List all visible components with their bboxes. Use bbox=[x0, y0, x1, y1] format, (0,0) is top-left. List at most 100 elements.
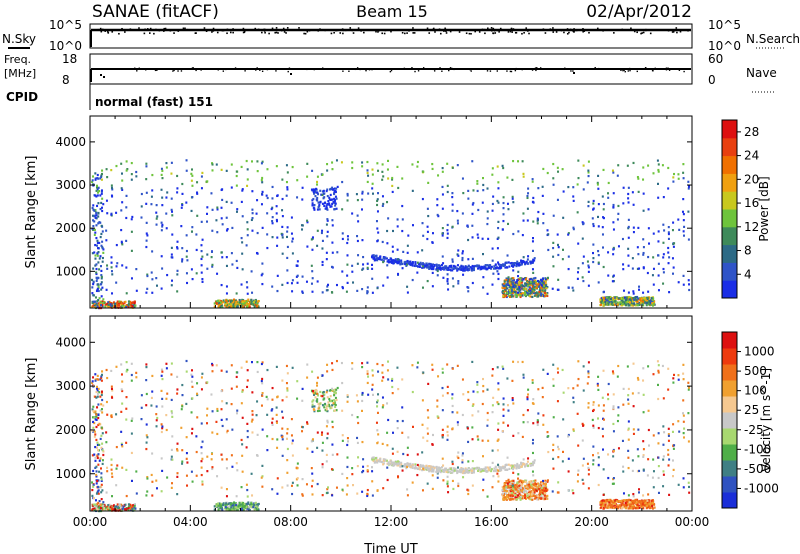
range-gate bbox=[118, 509, 121, 512]
range-gate bbox=[392, 259, 395, 262]
freq-point bbox=[629, 69, 631, 72]
range-gate bbox=[326, 230, 329, 233]
range-gate bbox=[408, 261, 411, 264]
range-gate bbox=[387, 177, 390, 180]
range-gate bbox=[120, 241, 123, 245]
power-data bbox=[91, 159, 691, 310]
range-gate bbox=[247, 306, 250, 309]
colorbar-swatch bbox=[722, 155, 737, 174]
range-gate bbox=[625, 504, 628, 507]
range-gate bbox=[527, 492, 530, 496]
range-gate bbox=[518, 492, 521, 495]
range-gate bbox=[446, 190, 449, 194]
range-gate bbox=[195, 233, 198, 236]
range-gate bbox=[96, 395, 99, 398]
range-gate bbox=[441, 185, 444, 189]
range-gate bbox=[331, 291, 334, 294]
nsky-point bbox=[439, 32, 442, 35]
range-gate bbox=[261, 181, 264, 184]
range-gate bbox=[196, 191, 199, 194]
range-gate bbox=[100, 283, 103, 286]
range-gate bbox=[526, 482, 529, 485]
range-gate bbox=[96, 508, 99, 511]
range-gate bbox=[602, 216, 605, 220]
range-gate bbox=[517, 230, 520, 233]
range-gate bbox=[341, 270, 344, 273]
range-gate bbox=[236, 306, 239, 309]
range-gate bbox=[93, 416, 96, 419]
range-gate bbox=[526, 289, 529, 293]
range-gate bbox=[446, 470, 449, 473]
nsky-point bbox=[685, 29, 688, 32]
range-gate bbox=[316, 400, 319, 403]
range-gate bbox=[92, 294, 95, 297]
range-gate bbox=[534, 488, 537, 491]
range-gate bbox=[245, 281, 248, 284]
range-gate bbox=[250, 270, 253, 273]
range-gate bbox=[527, 290, 530, 293]
range-gate bbox=[543, 487, 546, 490]
range-gate bbox=[391, 178, 394, 181]
range-gate bbox=[281, 416, 284, 419]
range-gate bbox=[606, 504, 609, 507]
range-gate bbox=[451, 471, 454, 474]
nsky-point bbox=[566, 28, 569, 30]
nsky-point bbox=[286, 27, 289, 29]
range-gate bbox=[505, 463, 508, 466]
range-gate bbox=[266, 212, 269, 215]
range-gate bbox=[218, 502, 221, 505]
range-gate bbox=[275, 420, 278, 423]
range-gate bbox=[547, 248, 550, 252]
range-gate bbox=[129, 503, 132, 506]
freq-point bbox=[542, 68, 544, 70]
range-gate bbox=[130, 432, 133, 435]
range-gate bbox=[333, 399, 336, 402]
range-gate bbox=[627, 507, 630, 510]
range-gate bbox=[649, 301, 652, 304]
range-gate bbox=[320, 394, 323, 398]
range-gate bbox=[491, 173, 494, 176]
range-gate bbox=[520, 262, 523, 265]
range-gate bbox=[623, 296, 626, 299]
range-gate bbox=[321, 291, 324, 294]
colorbar-swatch bbox=[722, 120, 737, 139]
freq-point bbox=[255, 69, 257, 71]
range-gate bbox=[211, 163, 214, 166]
range-gate bbox=[94, 216, 97, 219]
range-gate bbox=[687, 210, 690, 213]
range-gate bbox=[235, 210, 238, 213]
range-gate bbox=[519, 276, 522, 280]
range-gate bbox=[223, 507, 226, 510]
range-gate bbox=[610, 303, 613, 306]
range-gate bbox=[341, 285, 344, 289]
range-gate bbox=[246, 286, 249, 289]
range-gate bbox=[250, 299, 253, 302]
range-gate bbox=[391, 184, 394, 188]
range-gate bbox=[371, 168, 374, 171]
range-gate bbox=[525, 485, 528, 488]
range-gate bbox=[371, 277, 374, 280]
range-gate bbox=[652, 503, 655, 506]
range-gate bbox=[256, 160, 259, 163]
range-gate bbox=[631, 191, 634, 194]
range-gate bbox=[433, 467, 436, 470]
range-gate bbox=[508, 498, 511, 501]
range-gate bbox=[682, 378, 685, 381]
range-gate bbox=[544, 497, 547, 500]
range-gate bbox=[381, 195, 384, 198]
range-gate bbox=[235, 301, 238, 304]
nsky-point bbox=[275, 27, 278, 29]
freq-point bbox=[97, 68, 100, 70]
range-gate bbox=[241, 215, 244, 218]
freq-point bbox=[313, 68, 315, 71]
nsky-point bbox=[304, 29, 307, 31]
range-gate bbox=[510, 290, 513, 293]
nsky-point bbox=[630, 27, 632, 30]
range-gate bbox=[225, 264, 228, 268]
range-gate bbox=[145, 165, 148, 168]
nsky-point bbox=[468, 32, 471, 35]
nsky-point bbox=[107, 32, 110, 34]
nsky-point bbox=[226, 32, 228, 35]
range-gate bbox=[519, 495, 522, 499]
range-gate bbox=[96, 305, 99, 308]
